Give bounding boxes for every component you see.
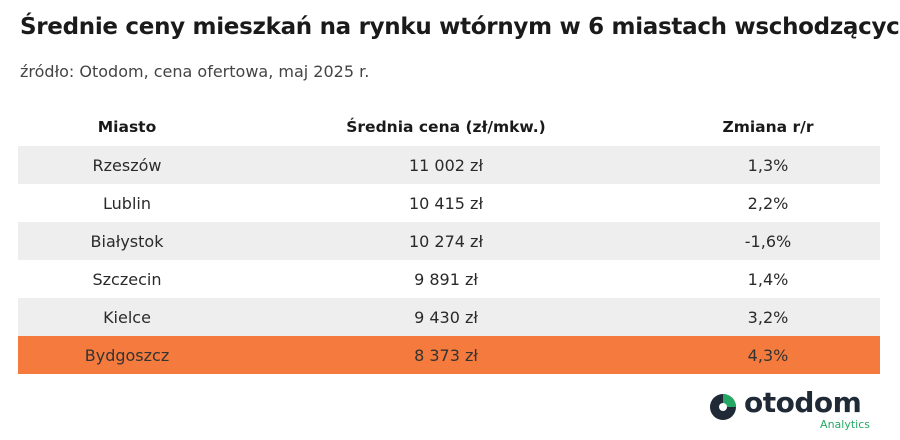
city-cell: Bydgoszcz	[84, 345, 170, 365]
change-cell: 3,2%	[747, 307, 789, 327]
table-row: Lublin 10 415 zł 2,2%	[18, 184, 880, 222]
table-row: Rzeszów 11 002 zł 1,3%	[18, 146, 880, 184]
brand-name: otodom	[744, 386, 862, 419]
price-cell: 9 891 zł	[414, 269, 478, 289]
city-cell: Rzeszów	[92, 155, 162, 175]
city-cell: Szczecin	[92, 269, 162, 289]
change-cell: -1,6%	[744, 231, 792, 251]
change-cell: 1,4%	[747, 269, 789, 289]
price-cell: 9 430 zł	[414, 307, 478, 327]
city-cell: Kielce	[103, 307, 151, 327]
change-cell: 1,3%	[747, 155, 789, 175]
brand-tagline: Analytics	[820, 418, 870, 431]
column-header-city: Miasto	[97, 118, 157, 136]
city-cell: Lublin	[103, 193, 151, 213]
change-cell: 4,3%	[747, 345, 789, 365]
price-cell: 10 274 zł	[408, 231, 483, 251]
column-header-price: Średnia cena (zł/mkw.)	[346, 118, 546, 136]
change-cell: 2,2%	[747, 193, 789, 213]
table-row: Kielce 9 430 zł 3,2%	[18, 298, 880, 336]
price-cell: 10 415 zł	[408, 193, 483, 213]
price-cell: 11 002 zł	[408, 155, 483, 175]
otodom-analytics-logo: otodom Analytics	[708, 386, 878, 432]
column-header-change: Zmiana r/r	[722, 118, 814, 136]
source-note: źródło: Otodom, cena ofertowa, maj 2025 …	[20, 62, 370, 81]
price-table: Miasto Średnia cena (zł/mkw.) Zmiana r/r…	[18, 108, 880, 374]
price-cell: 8 373 zł	[414, 345, 478, 365]
table-row: Szczecin 9 891 zł 1,4%	[18, 260, 880, 298]
table-header: Miasto Średnia cena (zł/mkw.) Zmiana r/r	[18, 108, 880, 146]
city-cell: Białystok	[90, 231, 164, 251]
table-row-highlighted: Bydgoszcz 8 373 zł 4,3%	[18, 336, 880, 374]
otodom-logo-icon	[710, 394, 736, 420]
page-title: Średnie ceny mieszkań na rynku wtórnym w…	[20, 14, 900, 40]
table-row: Białystok 10 274 zł -1,6%	[18, 222, 880, 260]
